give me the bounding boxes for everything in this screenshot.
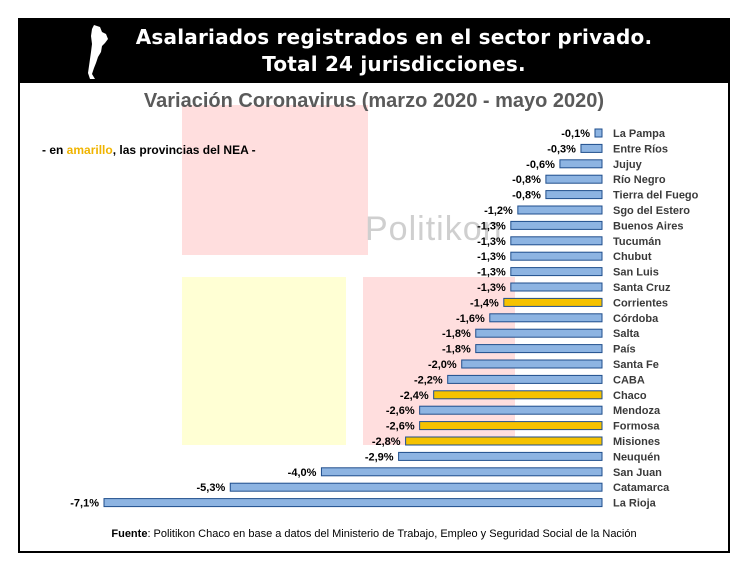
bar-value-label: -7,1% xyxy=(70,498,99,510)
category-label: Buenos Aires xyxy=(613,220,684,232)
chart-frame: Asalariados registrados en el sector pri… xyxy=(18,18,730,553)
argentina-map-icon xyxy=(88,25,108,79)
source-note: Fuente: Politikon Chaco en base a datos … xyxy=(20,528,728,540)
category-label: Jujuy xyxy=(613,159,643,171)
nea-note-prefix: - en xyxy=(42,143,67,157)
bar-value-label: -2,6% xyxy=(386,421,415,433)
nea-note: - en amarillo, las provincias del NEA - xyxy=(42,143,256,157)
bar-corrientes xyxy=(503,297,603,307)
bg-pink-block-top xyxy=(182,105,368,255)
bar-mendoza xyxy=(419,405,603,415)
category-label: Tierra del Fuego xyxy=(613,190,699,202)
bar-value-label: -2,9% xyxy=(365,451,394,463)
bar-santa-fe xyxy=(461,359,603,369)
category-label: Mendoza xyxy=(613,405,661,417)
category-label: La Pampa xyxy=(613,128,666,140)
nea-note-highlight: amarillo xyxy=(66,143,113,157)
bar-misiones xyxy=(405,436,603,446)
bg-yellow-block xyxy=(182,277,346,445)
bar-la-pampa xyxy=(594,128,603,138)
bar-neuquén xyxy=(398,451,603,461)
bar-value-label: -1,2% xyxy=(484,205,513,217)
bar-value-label: -0,1% xyxy=(561,128,590,140)
header-banner: Asalariados registrados en el sector pri… xyxy=(20,20,728,83)
bar-chaco xyxy=(433,390,603,400)
bar-tierra-del-fuego xyxy=(545,190,603,200)
bar-san-juan xyxy=(320,467,603,477)
bar-value-label: -0,3% xyxy=(547,143,576,155)
source-text: : Politikon Chaco en base a datos del Mi… xyxy=(147,528,637,540)
bar-value-label: -2,2% xyxy=(414,374,443,386)
bar-value-label: -0,6% xyxy=(526,159,555,171)
bar-value-label: -1,3% xyxy=(477,220,506,232)
category-label: Santa Cruz xyxy=(613,282,671,294)
category-label: Chubut xyxy=(613,251,652,263)
bar-value-label: -0,8% xyxy=(512,190,541,202)
bar-chart: -0,1% La Pampa -0,3% Entre Ríos -0,6% Jujuy -0… xyxy=(70,128,699,510)
bar-santa-cruz xyxy=(510,282,603,292)
bar-value-label: -0,8% xyxy=(512,174,541,186)
bar-país xyxy=(475,344,603,354)
bar-value-label: -1,8% xyxy=(442,328,471,340)
chart-subtitle: Variación Coronavirus (marzo 2020 - mayo… xyxy=(143,90,605,112)
bar-value-label: -2,6% xyxy=(386,405,415,417)
watermark-text: Politikon xyxy=(365,210,503,248)
bar-value-label: -1,3% xyxy=(477,282,506,294)
bar-value-label: -1,8% xyxy=(442,344,471,356)
category-label: Chaco xyxy=(613,390,647,402)
category-label: Misiones xyxy=(613,436,660,448)
bar-córdoba xyxy=(489,313,603,323)
category-label: Salta xyxy=(613,328,640,340)
category-label: CABA xyxy=(613,374,645,386)
bar-jujuy xyxy=(559,159,603,169)
category-label: Sgo del Estero xyxy=(613,205,690,217)
bar-value-label: -1,3% xyxy=(477,251,506,263)
bar-tucumán xyxy=(510,236,603,246)
nea-note-suffix: , las provincias del NEA - xyxy=(112,143,256,157)
category-label: Entre Ríos xyxy=(613,143,668,155)
category-label: País xyxy=(613,344,636,356)
category-label: Tucumán xyxy=(613,236,661,248)
bar-value-label: -2,0% xyxy=(428,359,457,371)
category-label: San Juan xyxy=(613,467,662,479)
bar-value-label: -5,3% xyxy=(197,482,226,494)
bar-caba xyxy=(447,374,603,384)
category-label: Córdoba xyxy=(613,313,659,325)
bar-catamarca xyxy=(229,482,603,492)
category-label: Formosa xyxy=(613,421,660,433)
bar-value-label: -1,3% xyxy=(477,267,506,279)
bar-value-label: -2,8% xyxy=(372,436,401,448)
bar-salta xyxy=(475,328,603,338)
chart-title-line-1: Asalariados registrados en el sector pri… xyxy=(135,25,653,49)
category-label: Corrientes xyxy=(613,297,668,309)
bar-río-negro xyxy=(545,174,603,184)
bar-value-label: -1,3% xyxy=(477,236,506,248)
category-label: San Luis xyxy=(613,267,659,279)
bar-value-label: -1,6% xyxy=(456,313,485,325)
bar-value-label: -2,4% xyxy=(400,390,429,402)
chart-title-line-2: Total 24 jurisdicciones. xyxy=(262,52,526,76)
bar-san-luis xyxy=(510,267,603,277)
bar-sgo-del-estero xyxy=(517,205,603,215)
bar-value-label: -4,0% xyxy=(288,467,317,479)
bar-value-label: -1,4% xyxy=(470,297,499,309)
category-label: Catamarca xyxy=(613,482,670,494)
bar-la-rioja xyxy=(103,498,603,508)
category-label: La Rioja xyxy=(613,498,657,510)
category-label: Neuquén xyxy=(613,451,660,463)
source-label: Fuente xyxy=(111,528,148,540)
bar-chubut xyxy=(510,251,603,261)
bar-entre-ríos xyxy=(580,143,603,153)
category-label: Río Negro xyxy=(613,174,666,186)
bar-formosa xyxy=(419,421,603,431)
category-label: Santa Fe xyxy=(613,359,659,371)
bar-buenos-aires xyxy=(510,220,603,230)
